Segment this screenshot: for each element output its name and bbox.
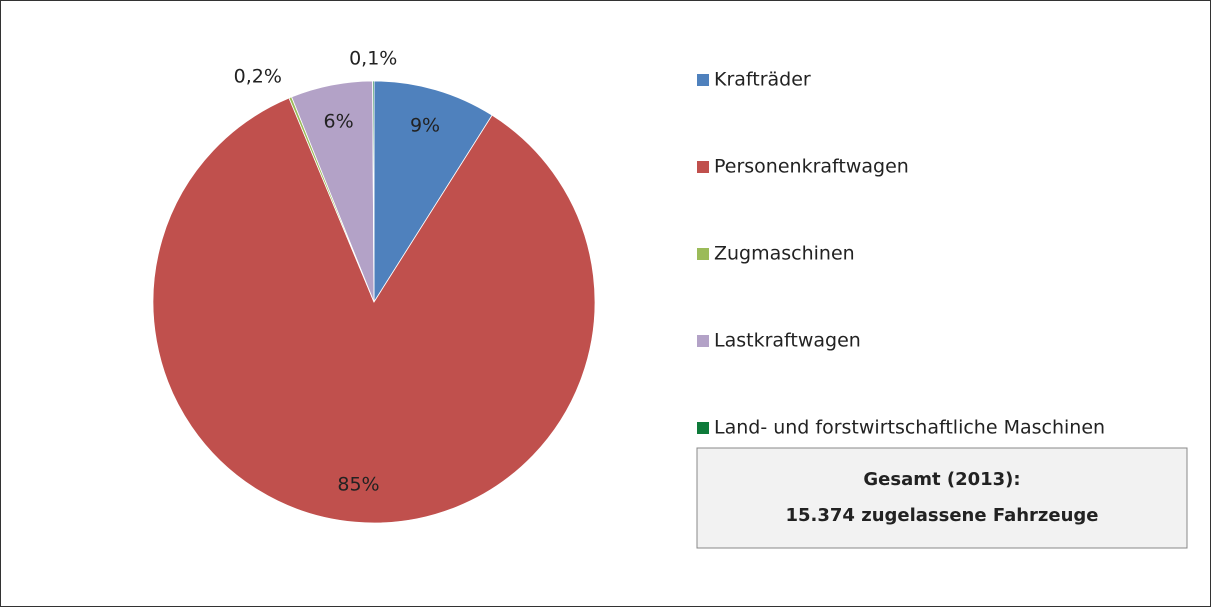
data-label: 9% [410, 114, 440, 136]
legend-swatch [697, 335, 709, 347]
legend-label: Zugmaschinen [714, 243, 855, 265]
annotation-box [696, 447, 1188, 549]
annotation: 15.374 zugelassene Fahrzeuge [785, 505, 1098, 526]
legend-swatch [697, 422, 709, 434]
legend-label: Krafträder [714, 69, 811, 91]
legend-label: Land- und forstwirtschaftliche Maschinen [714, 417, 1105, 439]
pie-slice [373, 80, 493, 304]
legend-swatch [697, 248, 709, 260]
legend-label: Lastkraftwagen [714, 330, 861, 352]
pie-slice [152, 97, 596, 524]
data-label: 6% [324, 111, 354, 133]
legend-label: Personenkraftwagen [714, 156, 909, 178]
data-label: 0,1% [349, 47, 397, 69]
annotation: Gesamt (2013): [863, 469, 1020, 490]
legend-swatch [697, 74, 709, 86]
legend-swatch [697, 161, 709, 173]
pie-slice [372, 80, 375, 303]
data-label: 0,2% [234, 66, 282, 88]
data-label: 85% [337, 473, 379, 495]
